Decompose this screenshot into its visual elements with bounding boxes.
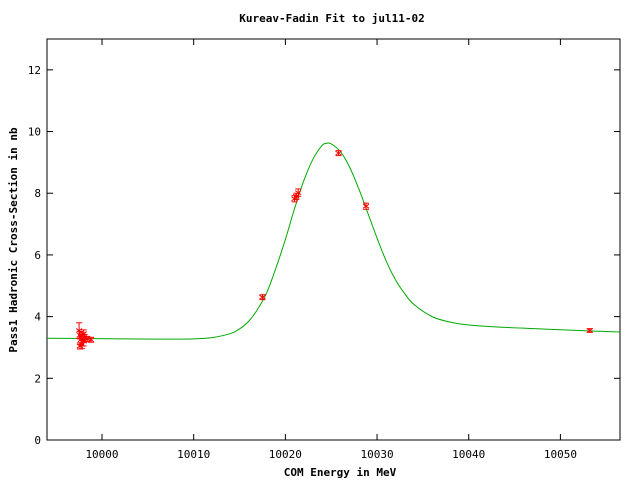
data-point [335, 150, 342, 157]
x-tick-label: 10000 [85, 448, 118, 461]
data-points-group [75, 150, 594, 350]
y-tick-label: 6 [34, 249, 41, 262]
y-tick-label: 2 [34, 372, 41, 385]
fit-curve-group [46, 142, 621, 340]
chart-title: Kureav-Fadin Fit to jul11-02 [239, 12, 424, 25]
y-tick-label: 0 [34, 434, 41, 447]
x-tick-label: 10040 [452, 448, 485, 461]
y-tick-label: 12 [28, 64, 41, 77]
y-tick-label: 10 [28, 126, 41, 139]
x-axis: 10000 10010 10020 10030 10040 10050 [85, 39, 577, 461]
fit-curve [46, 142, 621, 340]
plot-frame [46, 38, 621, 441]
y-tick-label: 8 [34, 187, 41, 200]
data-point [586, 328, 594, 333]
data-point [87, 336, 95, 343]
data-point [76, 342, 84, 350]
x-axis-label: COM Energy in MeV [284, 466, 397, 479]
data-point [259, 294, 266, 301]
x-tick-label: 10020 [269, 448, 302, 461]
y-axis-label: Pass1 Hadronic Cross-Section in nb [7, 127, 20, 353]
data-point [294, 188, 302, 197]
y-tick-label: 4 [34, 311, 41, 324]
x-tick-label: 10030 [360, 448, 393, 461]
data-point [362, 202, 370, 210]
y-axis: 0 2 4 6 8 10 12 [28, 64, 620, 447]
x-tick-label: 10050 [544, 448, 577, 461]
x-tick-label: 10010 [177, 448, 210, 461]
